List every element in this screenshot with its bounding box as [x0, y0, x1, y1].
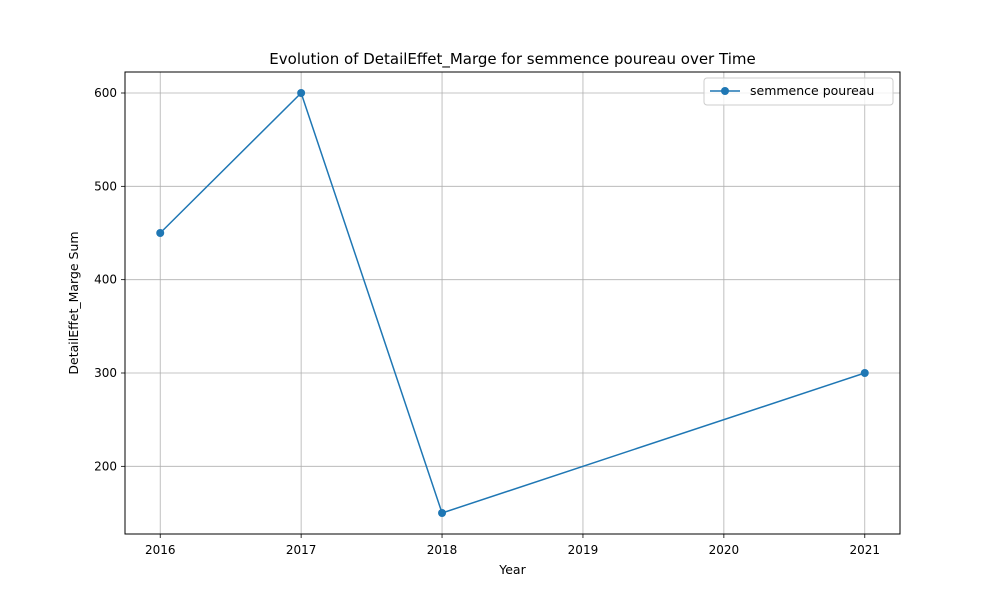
x-tick-label: 2017: [286, 543, 317, 557]
data-point: [860, 369, 869, 377]
x-tick-label: 2019: [568, 543, 599, 557]
y-tick-label: 500: [94, 179, 117, 193]
y-tick-label: 600: [94, 86, 117, 100]
legend-box: [703, 77, 894, 106]
legend-entry-label: semmence poureau: [750, 83, 874, 98]
x-axis-label: Year: [498, 562, 526, 577]
ticks: 2016 2017 2018 2019 2020 2021 200 300 400 500 600: [94, 86, 880, 557]
legend: semmence poureau: [703, 77, 894, 106]
plot-area-frame: [124, 71, 901, 535]
y-tick-label: 300: [94, 366, 117, 380]
x-tick-label: 2021: [849, 543, 880, 557]
y-tick-label: 400: [94, 273, 117, 287]
data-point: [438, 509, 447, 517]
y-tick-label: 200: [94, 459, 117, 473]
data-point: [297, 89, 306, 97]
data-point: [156, 229, 165, 237]
series-layer: [156, 89, 869, 517]
x-tick-label: 2020: [709, 543, 740, 557]
y-axis-label: DetailEffet_Marge Sum: [66, 231, 81, 374]
chart-title: Evolution of DetailEffet_Marge for semme…: [269, 50, 755, 69]
x-tick-label: 2018: [427, 543, 458, 557]
x-tick-label: 2016: [145, 543, 176, 557]
legend-marker: [721, 87, 729, 95]
series-line: [159, 91, 866, 514]
